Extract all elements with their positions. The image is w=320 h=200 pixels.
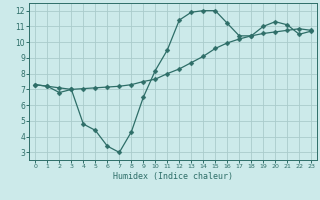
X-axis label: Humidex (Indice chaleur): Humidex (Indice chaleur)	[113, 172, 233, 181]
